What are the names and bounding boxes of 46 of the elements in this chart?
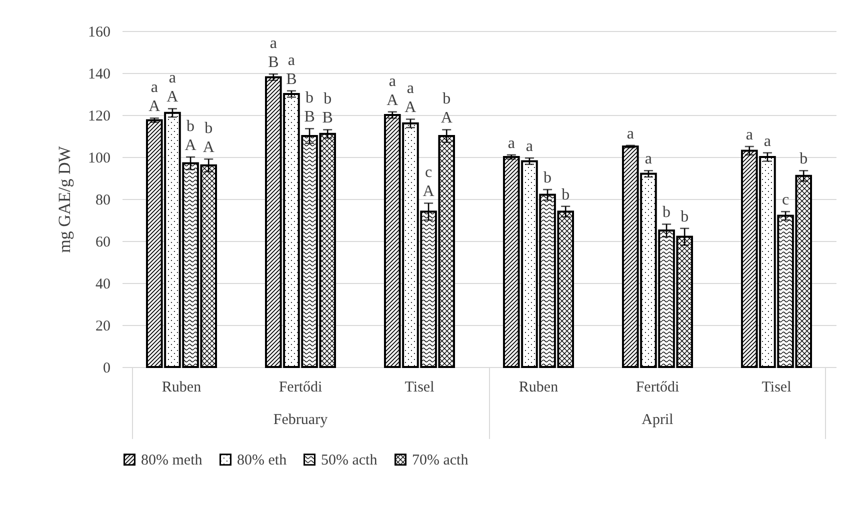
legend-label: 80% eth [237,452,288,469]
text: February [273,412,328,428]
y-tick-label: 20 [96,318,110,334]
legend-label: 50% acth [321,452,378,469]
data-label: a [626,125,634,142]
text: a B [286,52,297,88]
data-label: b [544,170,552,187]
text: b B [322,90,333,127]
y-tick-label: 100 [88,150,110,166]
text: b A [184,118,196,154]
x-tick-label: Tisel [404,380,434,396]
y-tick-label: 140 [88,66,110,82]
x-tick-label: Ruben [162,380,202,396]
text: c A [422,164,434,200]
text: b B [304,90,315,126]
x-tick-label: Fertődi [278,380,322,396]
data-label: b [680,208,689,226]
text: a A [148,79,160,116]
text: a A [404,80,416,116]
y-axis-title: mg GAE/g DW [55,145,74,253]
y-tick-label: 0 [103,360,110,376]
y-tick-label: 160 [88,24,110,40]
legend-label: 70% acth [412,452,469,469]
data-label: a [746,126,753,144]
legend-label: 80% meth [141,452,203,469]
x-tick-label: Fertődi [636,380,680,396]
y-tick-label: 80 [96,192,110,208]
data-label: a [644,150,652,168]
text: b A [440,90,452,127]
y-tick-label: 40 [96,276,110,292]
text: a A [166,70,178,106]
x-tick-label: Tisel [762,380,792,396]
y-tick-label: 60 [96,234,110,250]
data-label: b [562,186,570,204]
text: b A [202,120,214,156]
data-label: a [508,134,515,152]
data-label: a [526,138,534,156]
text: a A [386,72,398,109]
data-label: c [782,192,790,209]
data-label: b [800,150,808,168]
text: April [642,412,674,428]
x-tick-label: Ruben [518,380,559,396]
data-label: b [662,204,671,222]
text: a B [268,35,279,72]
y-tick-label: 120 [88,108,110,124]
data-label: a [764,132,772,150]
